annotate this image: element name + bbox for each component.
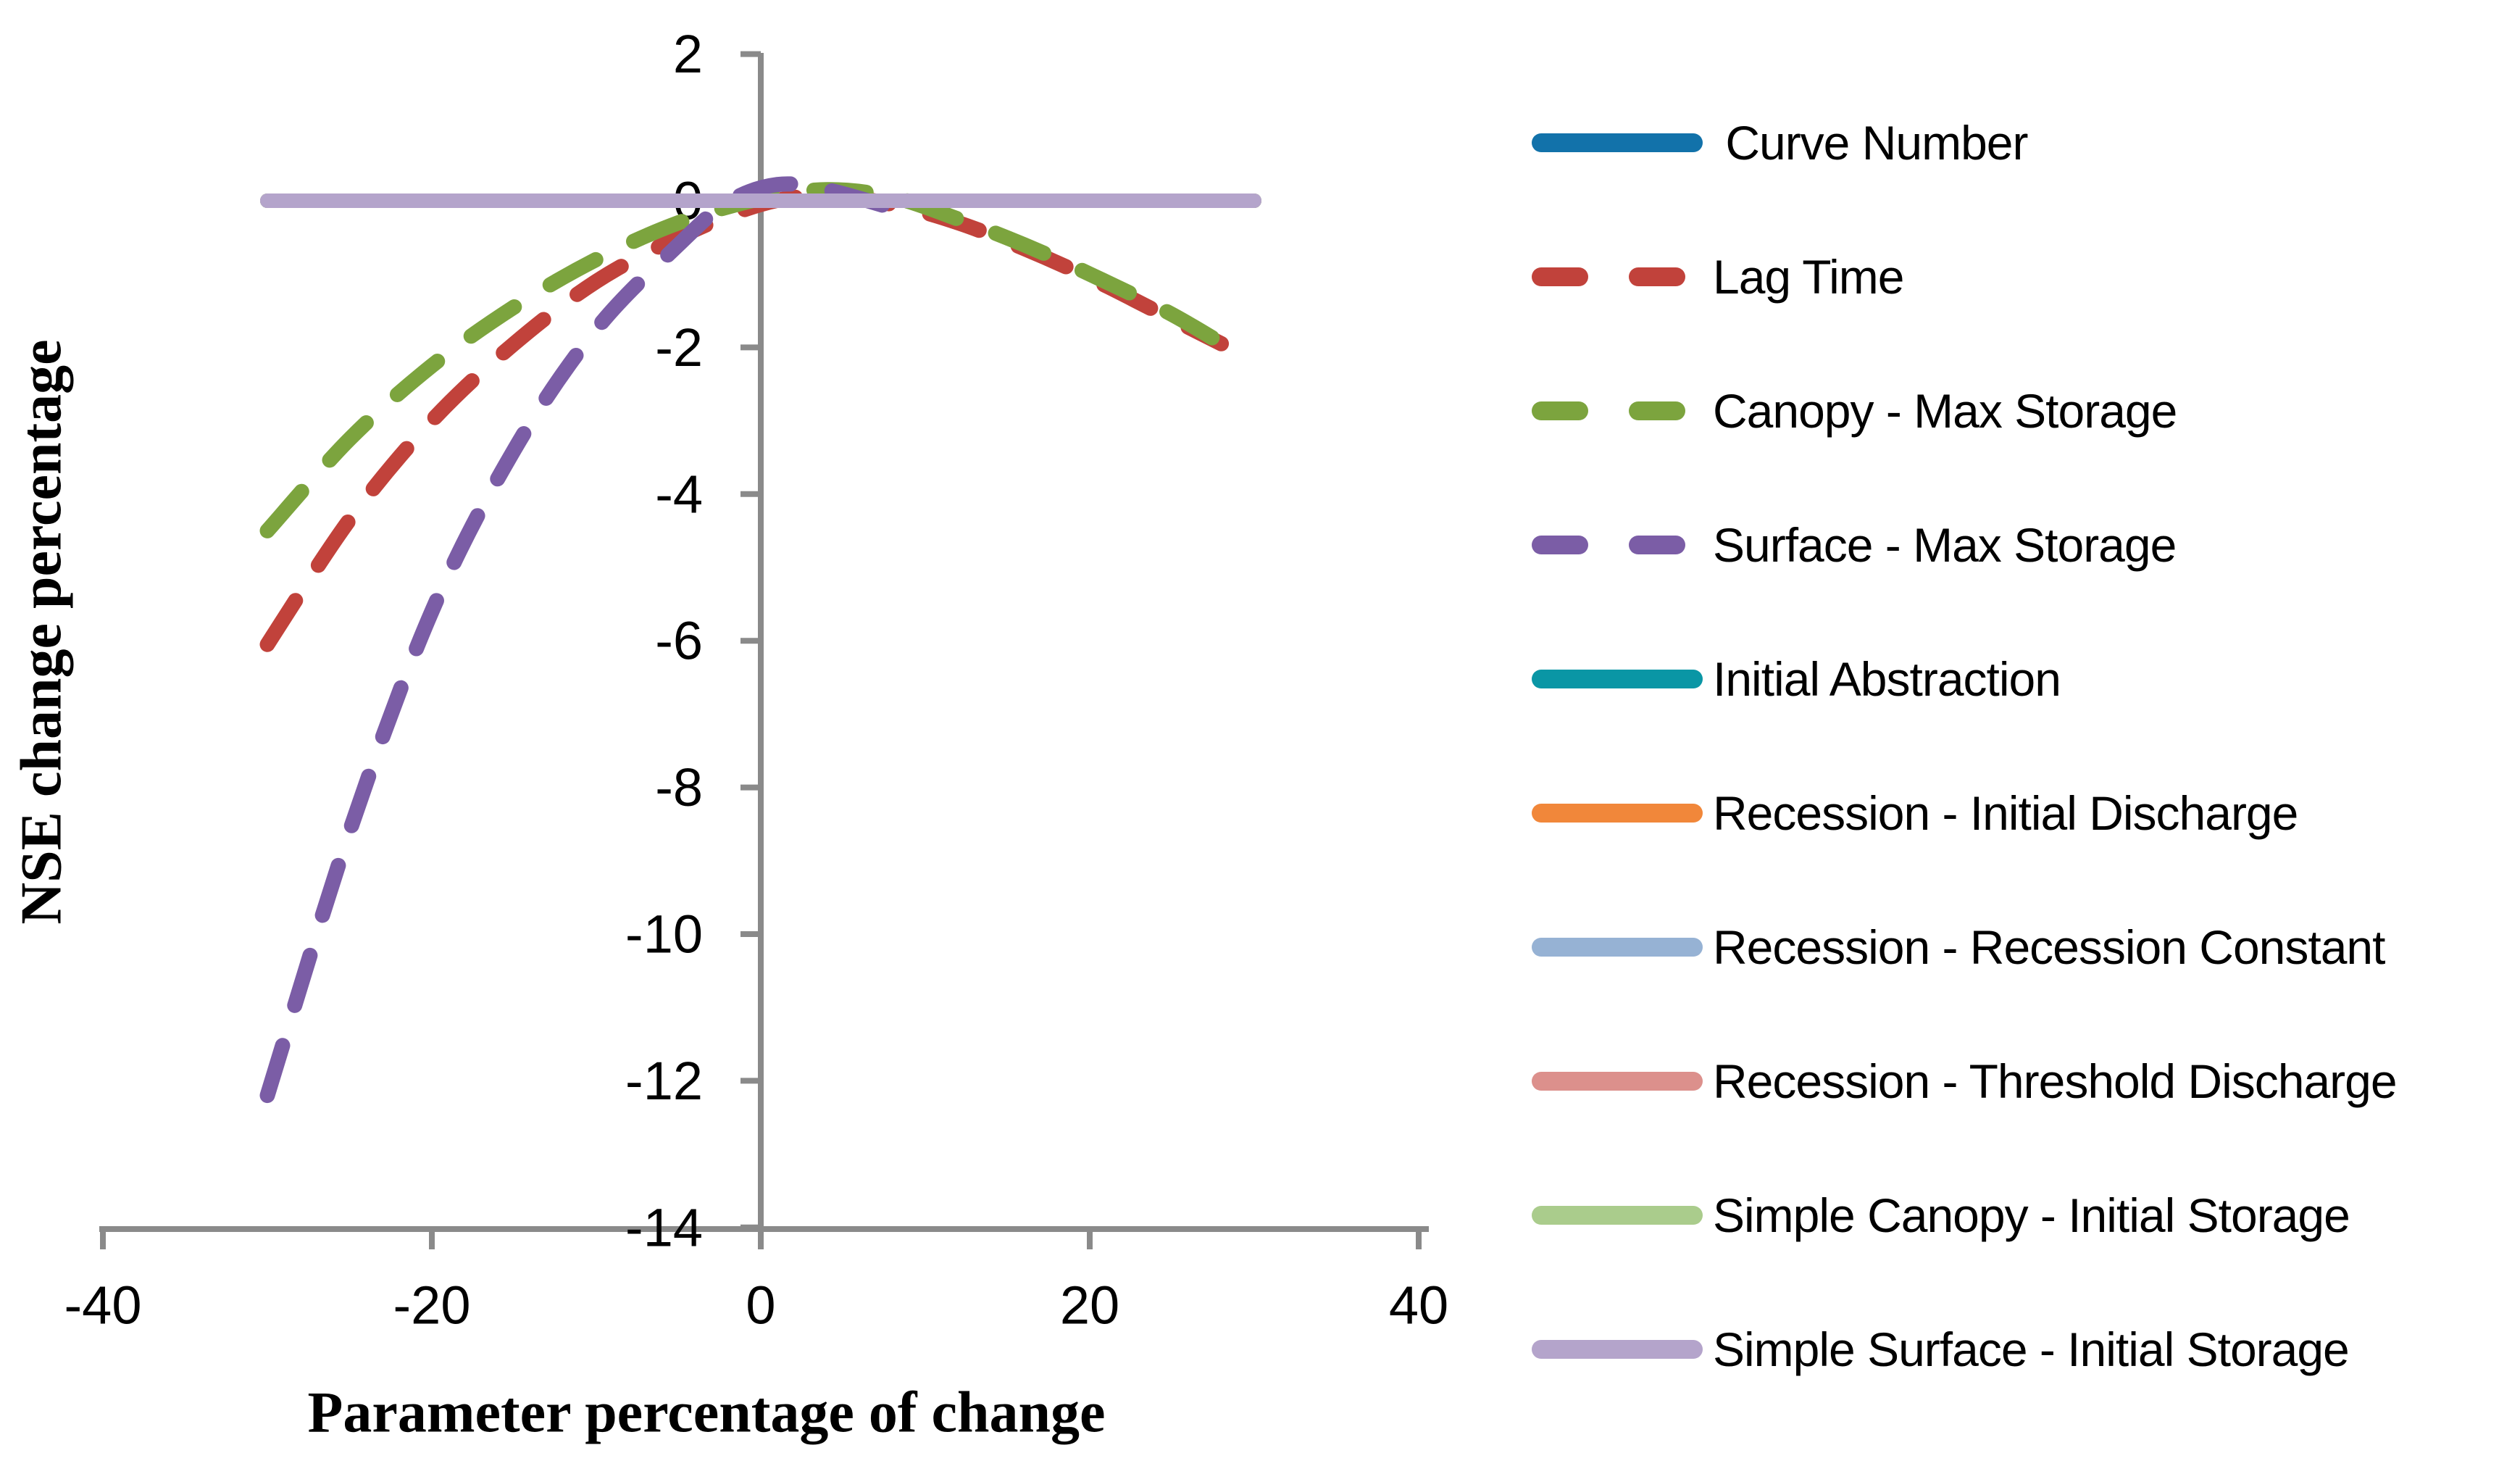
legend-item-lag-time: Lag Time [1532, 248, 1904, 306]
y-tick-label: -10 [625, 904, 703, 965]
legend-line [1532, 804, 1703, 823]
legend-swatch [1532, 670, 1713, 688]
legend-dash [1629, 401, 1685, 420]
legend-swatch [1532, 1206, 1713, 1225]
legend-dash [1629, 536, 1685, 554]
legend-label: Surface - Max Storage [1713, 518, 2177, 572]
legend-item-recession-recession-constant: Recession - Recession Constant [1532, 918, 2385, 976]
y-tick-label: -4 [655, 464, 703, 524]
legend-item-canopy-max-storage: Canopy - Max Storage [1532, 382, 2177, 440]
legend-swatch [1532, 1072, 1713, 1091]
y-tick-label: -12 [625, 1051, 703, 1111]
legend-swatch [1532, 133, 1713, 152]
x-tick-label: -20 [393, 1275, 471, 1336]
legend-line [1532, 133, 1703, 152]
legend-swatch [1532, 267, 1713, 286]
legend-item-recession-threshold-discharge: Recession - Threshold Discharge [1532, 1052, 2398, 1110]
legend-item-surface-max-storage: Surface - Max Storage [1532, 516, 2177, 574]
legend-label: Simple Surface - Initial Storage [1713, 1323, 2350, 1376]
x-axis-title: Parameter percentage of change [307, 1381, 1106, 1445]
legend-item-initial-abstraction: Initial Abstraction [1532, 650, 2061, 708]
legend-swatch [1532, 536, 1713, 554]
legend-label: Curve Number [1713, 116, 2028, 170]
legend-label: Simple Canopy - Initial Storage [1713, 1188, 2350, 1242]
legend-dash [1532, 536, 1588, 554]
legend-swatch [1532, 401, 1713, 420]
x-tick-label: 0 [746, 1275, 775, 1336]
x-tick-label: 20 [1060, 1275, 1119, 1336]
legend-item-recession-initial-discharge: Recession - Initial Discharge [1532, 784, 2298, 842]
legend-line [1532, 1206, 1703, 1225]
legend-label: Recession - Initial Discharge [1713, 786, 2298, 840]
legend-label: Canopy - Max Storage [1713, 384, 2177, 438]
legend-item-simple-canopy-initial-storage: Simple Canopy - Initial Storage [1532, 1186, 2350, 1244]
legend-swatch [1532, 938, 1713, 957]
legend-line [1532, 1072, 1703, 1091]
legend-label: Recession - Threshold Discharge [1713, 1054, 2398, 1108]
legend-swatch [1532, 1340, 1713, 1359]
y-tick-label: -2 [655, 317, 703, 378]
legend-label: Initial Abstraction [1713, 652, 2061, 706]
y-tick-label: -6 [655, 611, 703, 671]
legend-swatch [1532, 804, 1713, 823]
legend-line [1532, 1340, 1703, 1359]
legend-item-curve-number: Curve Number [1532, 114, 2028, 172]
legend-dash [1532, 401, 1588, 420]
legend-item-simple-surface-initial-storage: Simple Surface - Initial Storage [1532, 1320, 2350, 1378]
legend-line [1532, 938, 1703, 957]
legend-line [1532, 670, 1703, 688]
legend-dash [1629, 267, 1685, 286]
x-tick-label: 40 [1389, 1275, 1448, 1336]
y-tick-label: 2 [673, 24, 703, 84]
legend-label: Lag Time [1713, 250, 1904, 304]
y-axis-title: NSE change percentage [9, 339, 74, 925]
series-line-canopy-max-storage [259, 182, 1254, 538]
legend-label: Recession - Recession Constant [1713, 920, 2385, 974]
legend-dash [1532, 267, 1588, 286]
y-tick-label: -14 [625, 1197, 703, 1257]
y-tick-label: -8 [655, 757, 703, 817]
series-line-surface-max-storage [259, 176, 901, 1104]
x-tick-label: -40 [64, 1275, 142, 1336]
series-line-lag-time [259, 188, 1230, 652]
